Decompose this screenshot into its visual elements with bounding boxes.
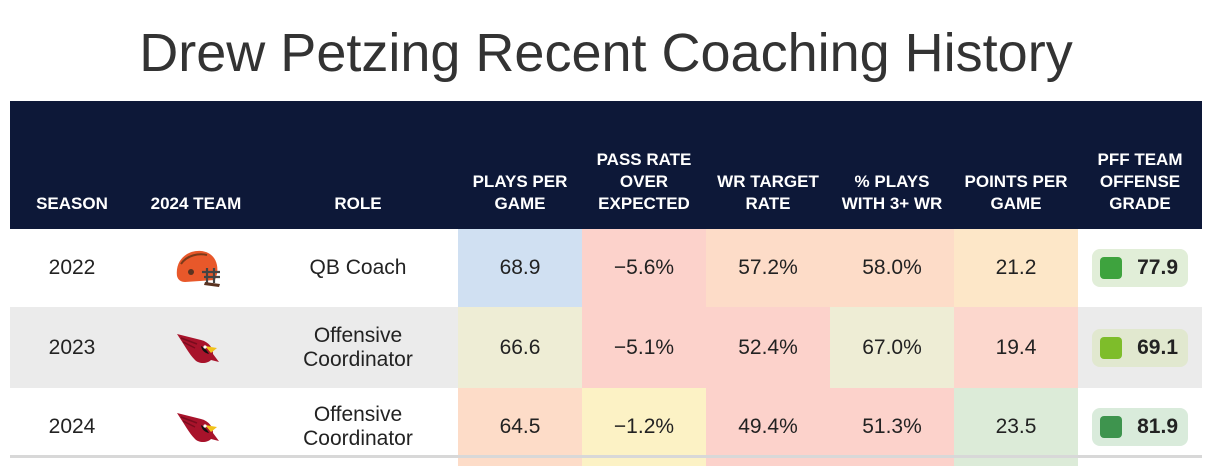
grade-value: 77.9 [1137, 256, 1178, 279]
season-cell: 2023 [10, 307, 134, 388]
table-row: 2024 Offensive Coordinator 64.5 −1.2% 49… [10, 388, 1202, 466]
table-bottom-divider [10, 455, 1202, 458]
wr-target-rate-cell: 57.2% [706, 229, 830, 307]
table-row: 2022 QB Coach 68.9 −5.6% 57.2% 58.0% 21.… [10, 229, 1202, 307]
header-wr-target-rate: WR TARGET RATE [706, 101, 830, 229]
header-season: SEASON [10, 101, 134, 229]
header-team: 2024 TEAM [134, 101, 258, 229]
role-cell: Offensive Coordinator [258, 307, 458, 388]
cardinals-logo-icon [177, 413, 219, 442]
grade-swatch [1100, 257, 1122, 279]
pass-rate-over-expected-cell: −1.2% [582, 388, 706, 466]
cardinals-logo-icon [177, 333, 219, 363]
page-title: Drew Petzing Recent Coaching History [139, 23, 1073, 83]
grade-cell: 69.1 [1078, 307, 1202, 388]
header-plays-3wr: % PLAYS WITH 3+ WR [830, 101, 954, 229]
team-cell [134, 388, 258, 466]
points-per-game-cell: 19.4 [954, 307, 1078, 388]
wr-target-rate-cell: 49.4% [706, 388, 830, 466]
plays-per-game-cell: 66.6 [458, 307, 582, 388]
header-plays-per-game: PLAYS PER GAME [458, 101, 582, 229]
plays-per-game-cell: 64.5 [458, 388, 582, 466]
browns-helmet-icon [176, 250, 220, 287]
grade-swatch [1100, 336, 1122, 359]
grade-badge: 77.9 [1092, 249, 1188, 287]
grade-value: 81.9 [1137, 415, 1178, 438]
plays-3wr-cell: 67.0% [830, 307, 954, 388]
header-role: ROLE [258, 101, 458, 229]
plays-per-game-cell: 68.9 [458, 229, 582, 307]
plays-3wr-cell: 58.0% [830, 229, 954, 307]
role-cell: QB Coach [258, 229, 458, 307]
grade-swatch [1100, 416, 1122, 438]
grade-badge: 69.1 [1092, 328, 1188, 367]
grade-cell: 81.9 [1078, 388, 1202, 466]
points-per-game-cell: 21.2 [954, 229, 1078, 307]
wr-target-rate-cell: 52.4% [706, 307, 830, 388]
grade-cell: 77.9 [1078, 229, 1202, 307]
points-per-game-cell: 23.5 [954, 388, 1078, 466]
coaching-history-table: SEASON 2024 TEAM ROLE PLAYS PER GAME PAS… [10, 101, 1202, 466]
season-cell: 2022 [10, 229, 134, 307]
header-pass-rate-over-expected: PASS RATE OVER EXPECTED [582, 101, 706, 229]
team-cell [134, 229, 258, 307]
season-cell: 2024 [10, 388, 134, 466]
pass-rate-over-expected-cell: −5.1% [582, 307, 706, 388]
pass-rate-over-expected-cell: −5.6% [582, 229, 706, 307]
plays-3wr-cell: 51.3% [830, 388, 954, 466]
header-row: SEASON 2024 TEAM ROLE PLAYS PER GAME PAS… [10, 101, 1202, 229]
header-points-per-game: POINTS PER GAME [954, 101, 1078, 229]
header-offense-grade: PFF TEAM OFFENSE GRADE [1078, 101, 1202, 229]
table-row: 2023 Offensive Coordinator 66.6 −5.1% 52… [10, 307, 1202, 388]
grade-value: 69.1 [1137, 335, 1178, 359]
grade-badge: 81.9 [1092, 408, 1188, 446]
team-cell [134, 307, 258, 388]
role-cell: Offensive Coordinator [258, 388, 458, 466]
